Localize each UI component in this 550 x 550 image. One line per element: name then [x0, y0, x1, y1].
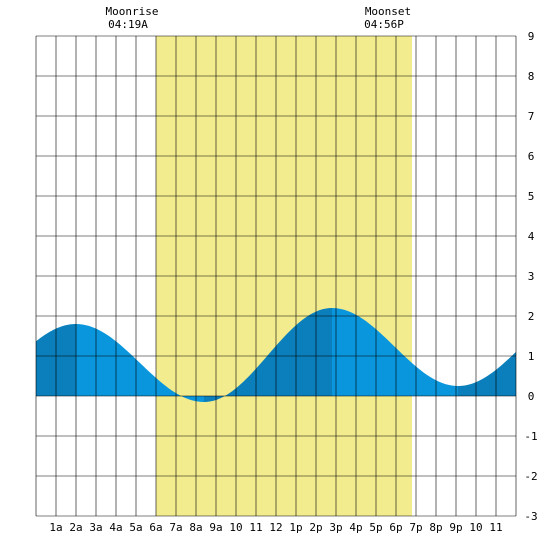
x-tick-label: 1p	[289, 521, 302, 534]
x-tick-label: 7a	[169, 521, 182, 534]
x-tick-label: 8a	[189, 521, 202, 534]
x-tick-label: 12	[269, 521, 282, 534]
x-tick-label: 4p	[349, 521, 362, 534]
x-tick-label: 11	[489, 521, 502, 534]
y-tick-label: -3	[524, 510, 537, 523]
moonrise-label: Moonrise	[106, 5, 159, 18]
tide-falling-area	[76, 324, 204, 402]
x-tick-label: 9p	[449, 521, 462, 534]
x-tick-label: 8p	[429, 521, 442, 534]
tide-rising-area	[458, 351, 516, 396]
x-tick-label: 3p	[329, 521, 342, 534]
x-tick-label: 6p	[389, 521, 402, 534]
x-tick-label: 5p	[369, 521, 382, 534]
y-tick-label: 2	[528, 310, 535, 323]
y-tick-label: 1	[528, 350, 535, 363]
tide-rising-area	[204, 308, 332, 402]
moonrise-time: 04:19A	[108, 18, 148, 31]
y-tick-label: 9	[528, 30, 535, 43]
x-tick-label: 4a	[109, 521, 122, 534]
x-tick-label: 9a	[209, 521, 222, 534]
moonset-time: 04:56P	[364, 18, 404, 31]
x-tick-label: 2p	[309, 521, 322, 534]
moonset-label: Moonset	[365, 5, 411, 18]
y-tick-label: 0	[528, 390, 535, 403]
y-tick-label: 6	[528, 150, 535, 163]
y-tick-label: -1	[524, 430, 537, 443]
y-tick-label: -2	[524, 470, 537, 483]
x-tick-label: 7p	[409, 521, 422, 534]
x-tick-label: 6a	[149, 521, 162, 534]
x-tick-label: 11	[249, 521, 262, 534]
x-tick-label: 3a	[89, 521, 102, 534]
x-tick-label: 10	[229, 521, 242, 534]
y-tick-label: 3	[528, 270, 535, 283]
y-tick-label: 5	[528, 190, 535, 203]
tide-falling-area	[332, 308, 458, 396]
x-tick-label: 5a	[129, 521, 142, 534]
x-tick-label: 1a	[49, 521, 62, 534]
x-tick-label: 2a	[69, 521, 82, 534]
x-tick-label: 10	[469, 521, 482, 534]
y-tick-label: 8	[528, 70, 535, 83]
y-tick-label: 7	[528, 110, 535, 123]
y-tick-label: 4	[528, 230, 535, 243]
